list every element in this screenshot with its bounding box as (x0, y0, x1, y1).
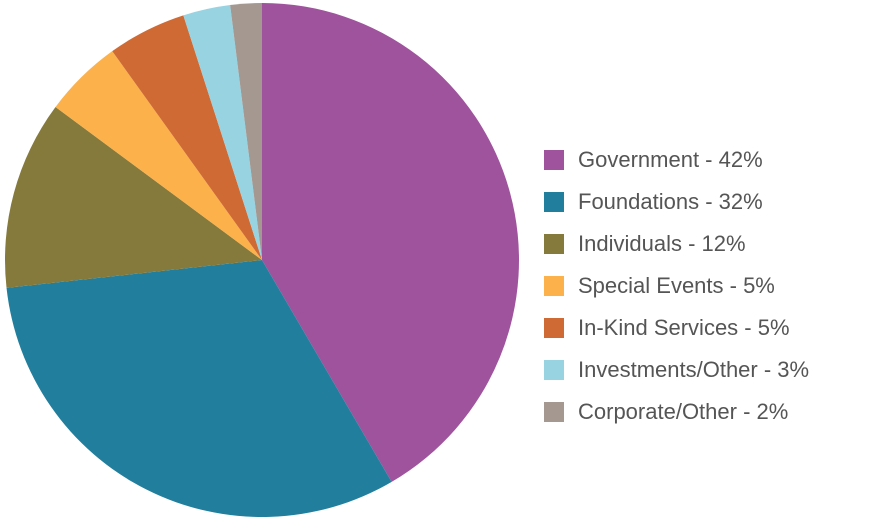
legend-swatch (544, 318, 564, 338)
legend-item-in-kind-services: In-Kind Services - 5% (544, 307, 809, 349)
legend-swatch (544, 192, 564, 212)
legend-swatch (544, 360, 564, 380)
pie-slice-special-events (55, 51, 262, 261)
legend-label: Government - 42% (578, 147, 763, 172)
legend-item-investments-other: Investments/Other - 3% (544, 349, 809, 391)
pie-slice-corporate-other (230, 3, 262, 260)
legend-item-foundations: Foundations - 32% (544, 181, 809, 223)
legend-label: Foundations - 32% (578, 189, 763, 214)
chart-legend: Government - 42% Foundations - 32% Individ… (544, 139, 809, 433)
legend-swatch (544, 150, 564, 170)
legend-label: Individuals - 12% (578, 231, 746, 256)
legend-swatch (544, 276, 564, 296)
pie-slice-investments-other (183, 4, 262, 260)
legend-item-individuals: Individuals - 12% (544, 223, 809, 265)
pie-slice-individuals (4, 107, 263, 288)
legend-swatch (544, 402, 564, 422)
legend-label: Special Events - 5% (578, 273, 775, 298)
legend-swatch (544, 234, 564, 254)
legend-label: Investments/Other - 3% (578, 357, 810, 382)
legend-label: Corporate/Other - 2% (578, 399, 789, 424)
legend-item-corporate-other: Corporate/Other - 2% (544, 391, 809, 433)
legend-item-special-events: Special Events - 5% (544, 265, 809, 307)
legend-label: In-Kind Services - 5% (578, 315, 790, 340)
legend-item-government: Government - 42% (544, 139, 809, 181)
pie-slice-in-kind-services (112, 15, 263, 260)
pie-slice-foundations (6, 260, 392, 517)
pie-slice-government (262, 3, 519, 482)
